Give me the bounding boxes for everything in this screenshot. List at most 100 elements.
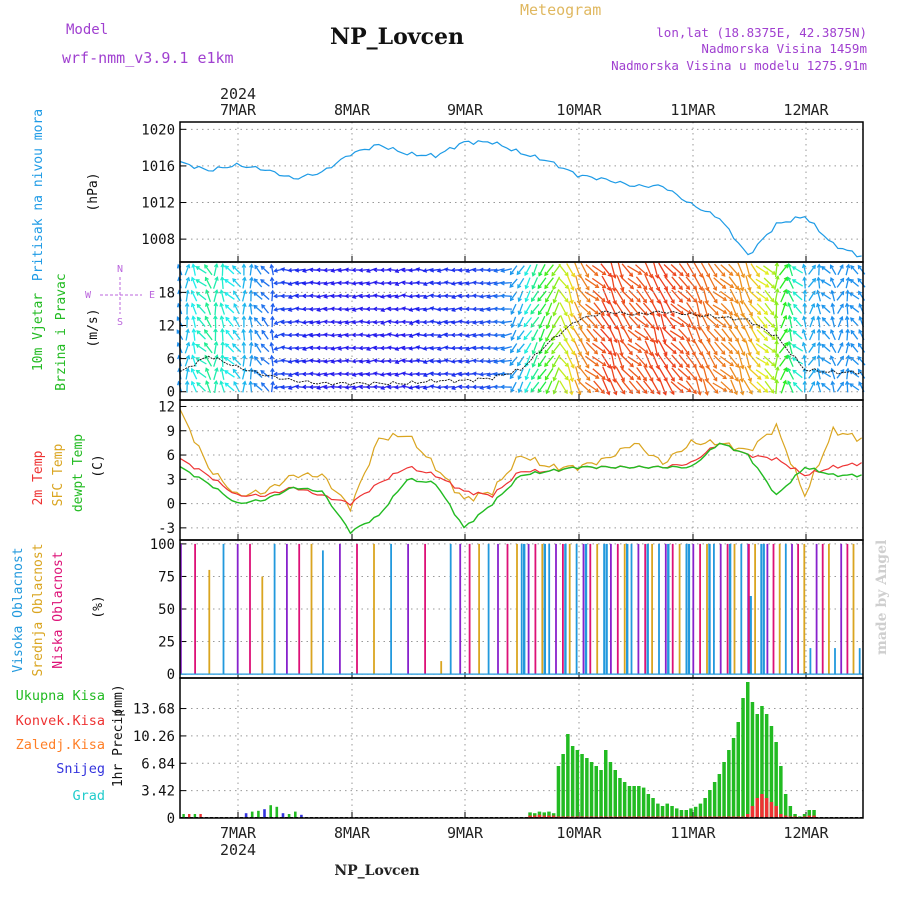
rain-total-bar: [585, 758, 589, 818]
rain-total-bar: [528, 812, 532, 818]
wind-arrow-head: [678, 363, 684, 368]
wind-arrow: [253, 305, 263, 313]
rain-total-bar: [783, 794, 788, 818]
wind-arrow-head: [783, 367, 788, 372]
wind-arrow: [423, 358, 434, 364]
wind-arrow-head: [627, 338, 632, 344]
wind-arrow: [544, 355, 555, 367]
wind-arrow-head: [611, 287, 617, 293]
wind-arrow-head: [727, 337, 733, 343]
wind-arrow-head: [857, 368, 862, 374]
wind-arrow-head: [408, 294, 413, 299]
wind-arrow-head: [563, 311, 568, 317]
y-tick-label: 50: [158, 602, 175, 618]
wind-arrow-head: [655, 326, 660, 331]
wind-arrow: [241, 368, 246, 380]
wind-arrow: [517, 356, 525, 366]
wind-arrow-head: [225, 329, 230, 334]
wind-arrow-head: [408, 307, 414, 312]
wind-arrow: [518, 381, 524, 393]
wind-arrow-head: [671, 363, 677, 368]
wind-arrow: [775, 340, 778, 356]
wind-arrow-head: [644, 349, 649, 354]
wind-arrow-head: [740, 351, 746, 357]
wind-arrow-head: [739, 300, 745, 305]
wind-arrow-head: [721, 272, 726, 277]
wind-arrow-head: [330, 268, 336, 273]
rain-conv-bar: [618, 816, 622, 818]
wind-arrow-head: [493, 359, 498, 364]
wind-arrow-head: [457, 372, 463, 377]
wind-arrow-head: [394, 268, 400, 273]
wind-arrow: [670, 342, 684, 354]
cloud-bar: [667, 543, 670, 675]
wind-arrow-head: [422, 372, 428, 377]
wind-arrow-head: [273, 371, 278, 377]
wind-arrow-head: [408, 320, 414, 325]
y-tick-label: 0: [167, 811, 175, 827]
wind-arrow: [700, 328, 711, 342]
rain-conv-bar: [731, 816, 736, 818]
wind-arrow: [510, 329, 517, 341]
wind-arrow: [270, 381, 274, 393]
wind-arrow-head: [493, 293, 498, 299]
wind-arrow: [671, 289, 683, 303]
wind-arrow-head: [415, 384, 420, 390]
cloud-bar: [541, 543, 544, 675]
wind-arrow: [552, 354, 561, 368]
rain-total-bar: [618, 778, 622, 818]
wind-arrow-head: [344, 358, 350, 364]
wind-arrow: [544, 342, 554, 354]
wind-arrow-head: [672, 337, 677, 342]
wind-arrow: [205, 368, 212, 380]
wind-arrow: [584, 369, 599, 379]
wind-arrow-head: [372, 345, 378, 351]
wind-arrow-head: [185, 276, 191, 282]
rain-total-bar: [788, 806, 793, 818]
wind-arrow: [567, 314, 574, 330]
wind-arrow: [501, 268, 512, 272]
wind-arrow-head: [721, 337, 726, 342]
wind-arrow: [775, 379, 778, 395]
wind-arrow: [652, 314, 659, 330]
wind-arrow: [749, 290, 762, 302]
wind-arrow: [501, 320, 512, 324]
wind-arrow-head: [600, 311, 605, 317]
wind-arrow-head: [486, 332, 491, 338]
wind-arrow-head: [849, 370, 854, 375]
wind-arrow: [233, 381, 240, 393]
top-day-label: 10MAR: [556, 101, 602, 119]
wind-arrow: [260, 265, 270, 275]
cloud-bar: [523, 543, 526, 675]
wind-arrow-head: [270, 315, 275, 321]
wind-arrow: [249, 264, 253, 276]
cloud-bar: [194, 543, 196, 675]
wind-arrow-head: [672, 349, 677, 355]
wind-arrow: [657, 275, 668, 291]
wind-arrow-head: [457, 267, 463, 273]
wind-arrow-head: [500, 346, 505, 351]
wind-arrow-head: [394, 333, 399, 338]
wind-arrow-head: [224, 343, 230, 348]
wind-arrow: [546, 302, 553, 316]
wind-arrow: [787, 381, 794, 393]
snow-bar: [269, 805, 272, 818]
wind-arrow-head: [500, 320, 505, 325]
wind-arrow-head: [330, 384, 335, 390]
wind-arrow-head: [601, 297, 606, 303]
wind-arrow-head: [242, 380, 247, 386]
wind-arrow: [808, 369, 816, 379]
wind-arrow-head: [530, 310, 535, 315]
cloud-bar: [424, 543, 426, 675]
wind-arrow: [525, 290, 531, 302]
wind-arrow-head: [734, 285, 740, 291]
wind-arrow-head: [486, 345, 491, 351]
wind-arrow: [831, 290, 836, 302]
wind-arrow: [501, 295, 512, 297]
x-tick-label: 10MAR: [556, 824, 602, 842]
wind-arrow-head: [386, 267, 392, 273]
wind-arrow-head: [678, 376, 683, 382]
wind-arrow-head: [195, 343, 200, 349]
wind-arrow-head: [721, 284, 727, 289]
wind-arrow-head: [757, 375, 762, 380]
